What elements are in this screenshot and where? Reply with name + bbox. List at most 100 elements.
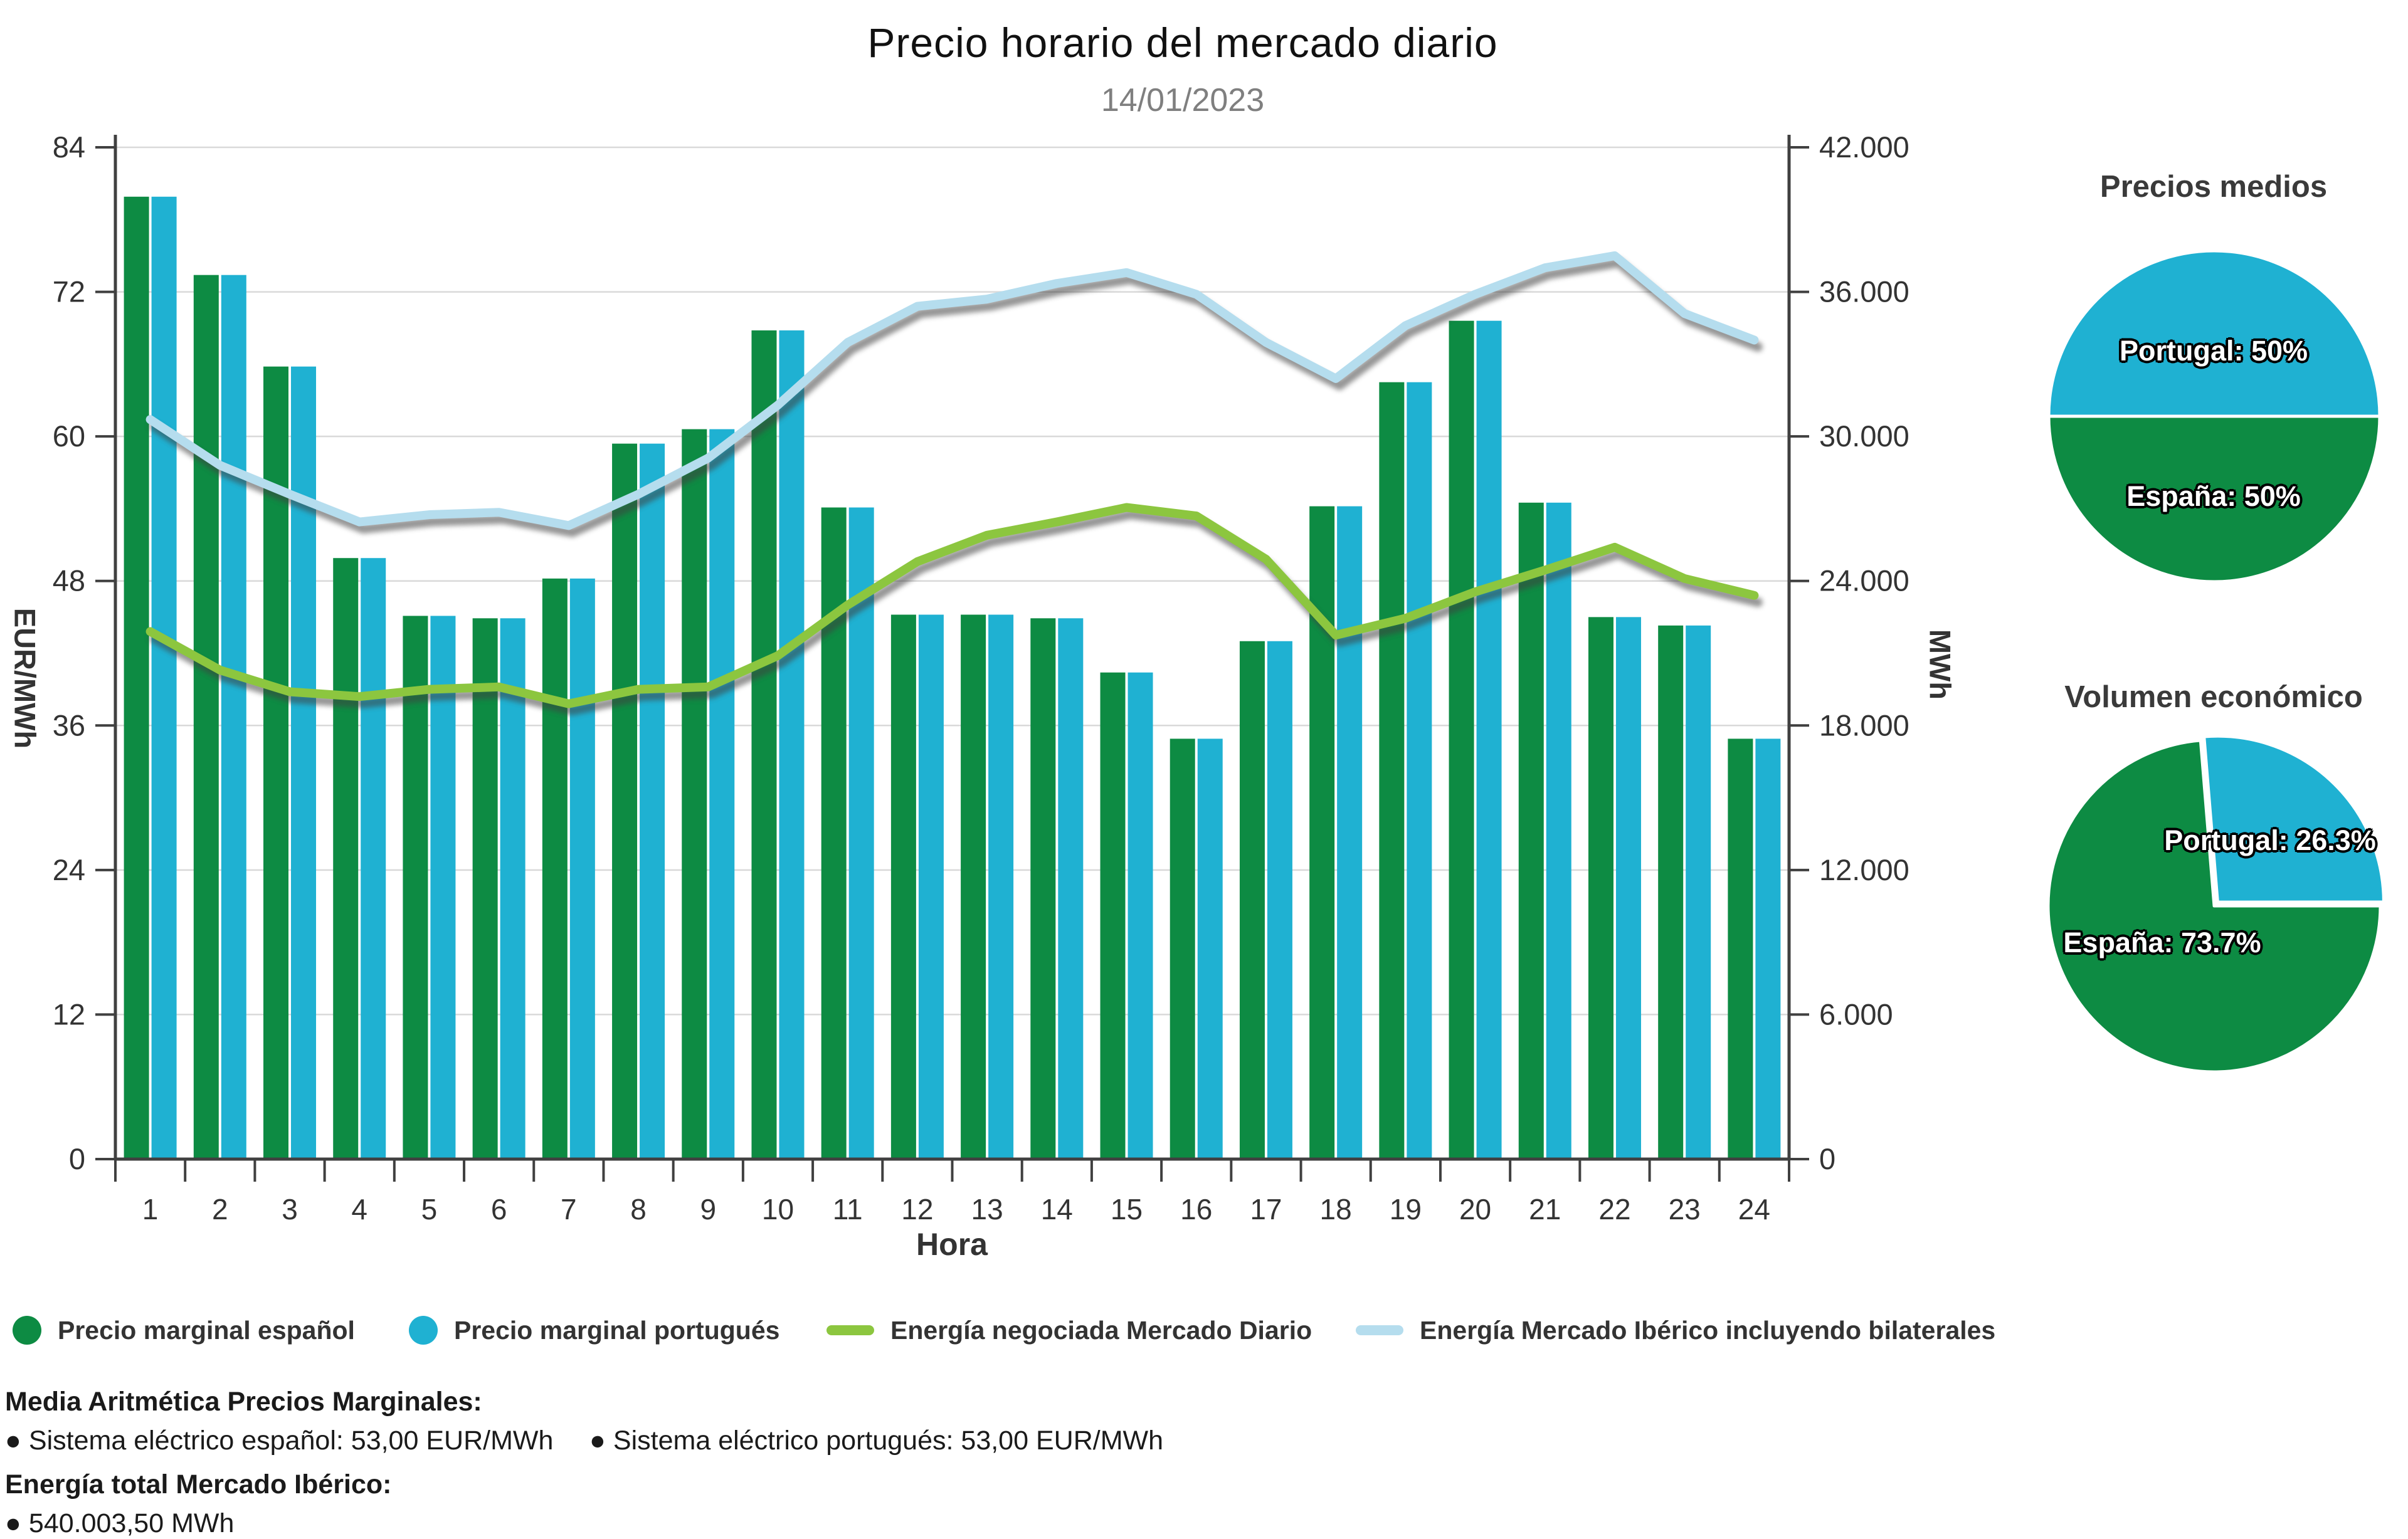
x-tick-label-hour-7: 7 (561, 1193, 577, 1226)
bar-precio-espanol-h13 (961, 614, 986, 1159)
bar-precio-portugues-h17 (1267, 641, 1292, 1159)
bar-precio-portugues-h24 (1755, 738, 1781, 1159)
x-tick-label-hour-18: 18 (1320, 1193, 1352, 1226)
line-shadow (149, 258, 1763, 537)
left-tick-label: 24 (53, 853, 85, 886)
pie-precios-medios (2047, 249, 2382, 584)
legend-item-energia-negociada: Energía negociada Mercado Diario (826, 1310, 1312, 1350)
pie1-espana-label: España: 50% (2126, 480, 2301, 512)
x-tick-label-hour-3: 3 (282, 1193, 298, 1226)
left-tick-label: 36 (53, 708, 85, 742)
bar-precio-espanol-h2 (193, 275, 219, 1160)
bar-precio-portugues-h15 (1127, 672, 1153, 1159)
right-axis-ticks: 0 6.000 12.000 18.000 24.000 30.000 36.000 42.0… (1789, 130, 1909, 1175)
pie-slice-portugal (2047, 249, 2382, 418)
bar-precio-espanol-h19 (1379, 382, 1405, 1159)
legend-label: Precio marginal portugués (454, 1315, 780, 1345)
bar-precio-portugues-h21 (1546, 502, 1571, 1159)
chart-subtitle-date: 14/01/2023 (1101, 82, 1265, 118)
x-tick-label-hour-4: 4 (351, 1193, 367, 1226)
bar-precio-espanol-h24 (1728, 738, 1753, 1159)
x-tick-label-hour-11: 11 (833, 1193, 863, 1226)
x-tick-label-hour-5: 5 (421, 1193, 438, 1226)
line-shadow (149, 510, 1763, 716)
left-tick-label: 72 (53, 275, 85, 308)
bar-precio-portugues-h12 (918, 614, 944, 1159)
right-tick-label: 42.000 (1819, 130, 1909, 164)
right-tick-label: 6.000 (1819, 997, 1893, 1031)
right-tick-label: 36.000 (1819, 275, 1909, 308)
legend-label: Energía negociada Mercado Diario (890, 1315, 1312, 1345)
bar-precio-espanol-h12 (890, 614, 916, 1159)
bar-precio-portugues-h10 (779, 330, 805, 1159)
bar-precio-espanol-h1 (124, 196, 149, 1159)
bar-precio-portugues-h3 (291, 366, 317, 1160)
energy-lines (145, 251, 1763, 716)
bar-precio-portugues-h23 (1686, 625, 1711, 1159)
bar-precio-portugues-h7 (569, 578, 595, 1159)
left-tick-label: 0 (69, 1142, 85, 1175)
lightblue-line-marker-icon (1356, 1325, 1403, 1335)
left-tick-label: 12 (53, 997, 85, 1031)
x-axis-ticks: 1 2 3 4 5 6 7 8 9 10 11 12 13 14 15 16 17 18 19 20 21 22 23 24 (114, 1159, 1790, 1226)
legend-label: Precio marginal español (58, 1315, 355, 1345)
footer-bullet-energia-total: ● 540.003,50 MWh (5, 1508, 235, 1538)
bar-precio-espanol-h5 (403, 616, 428, 1159)
bar-precio-espanol-h21 (1518, 502, 1544, 1159)
gridlines (115, 146, 1789, 1016)
left-axis-ticks: 0 12 24 36 48 60 72 84 (53, 130, 115, 1175)
bar-precio-espanol-h16 (1170, 738, 1195, 1159)
bar-precio-portugues-h1 (151, 196, 177, 1159)
legend-label: Energía Mercado Ibérico incluyendo bilat… (1420, 1315, 1996, 1345)
line-energia-iberico (145, 251, 1759, 530)
bar-precio-espanol-h17 (1239, 641, 1265, 1159)
bar-precio-portugues-h13 (988, 614, 1014, 1159)
legend-item-precio-espanol: Precio marginal español (13, 1310, 355, 1350)
bar-precio-portugues-h22 (1615, 617, 1641, 1159)
bar-precio-espanol-h9 (682, 429, 707, 1159)
left-tick-label: 84 (53, 130, 85, 164)
right-tick-label: 12.000 (1819, 853, 1909, 886)
left-axis-title: EUR/MWh (8, 607, 42, 749)
x-tick-label-hour-12: 12 (901, 1193, 933, 1226)
cyan-circle-marker-icon (409, 1316, 438, 1345)
bar-precio-portugues-h4 (361, 558, 386, 1159)
footer-bullet-sistema-espanol: ● Sistema eléctrico español: 53,00 EUR/M… (5, 1426, 554, 1456)
x-tick-label-hour-16: 16 (1180, 1193, 1212, 1226)
footer-bullet-sistema-portugues: ● Sistema eléctrico portugués: 53,00 EUR… (589, 1426, 1164, 1456)
pie-volumen-economico-title: Volumen económico (2064, 680, 2363, 714)
x-tick-label-hour-15: 15 (1111, 1193, 1143, 1226)
x-tick-label-hour-17: 17 (1250, 1193, 1282, 1226)
bar-precio-espanol-h23 (1658, 625, 1684, 1159)
bar-precio-espanol-h20 (1449, 320, 1474, 1160)
bar-precio-portugues-h16 (1197, 738, 1223, 1159)
bar-precio-espanol-h7 (542, 578, 568, 1159)
bar-precio-portugues-h5 (430, 616, 456, 1159)
bar-precio-espanol-h4 (333, 558, 359, 1159)
pie-precios-medios-title: Precios medios (2099, 170, 2328, 204)
bar-precio-portugues-h14 (1058, 618, 1084, 1159)
pie-slice-portugal (2202, 737, 2384, 904)
bar-precio-portugues-h6 (500, 618, 525, 1159)
pie1-portugal-label: Portugal: 50% (2119, 335, 2308, 367)
x-tick-label-hour-1: 1 (142, 1193, 159, 1226)
pie2-espana-label: España: 73.7% (2063, 927, 2261, 959)
x-axis-title: Hora (916, 1227, 988, 1262)
x-tick-label-hour-24: 24 (1738, 1193, 1770, 1226)
x-tick-label-hour-19: 19 (1390, 1193, 1422, 1226)
green-line-marker-icon (826, 1325, 874, 1335)
x-tick-label-hour-2: 2 (212, 1193, 228, 1226)
footer-heading-precios: Media Aritmética Precios Marginales: (5, 1387, 482, 1417)
pie2-portugal-label: Portugal: 26.3% (2164, 824, 2376, 856)
right-axis-title: MWh (1923, 629, 1957, 700)
x-tick-label-hour-23: 23 (1669, 1193, 1701, 1226)
legend-item-energia-iberico: Energía Mercado Ibérico incluyendo bilat… (1356, 1310, 1995, 1350)
legend-item-precio-portugues: Precio marginal portugués (409, 1310, 779, 1350)
right-tick-label: 24.000 (1819, 564, 1909, 597)
price-bars (124, 196, 1781, 1160)
pie-slice-espana (2046, 738, 2382, 1074)
x-tick-label-hour-13: 13 (971, 1193, 1003, 1226)
bar-precio-espanol-h15 (1100, 672, 1126, 1159)
